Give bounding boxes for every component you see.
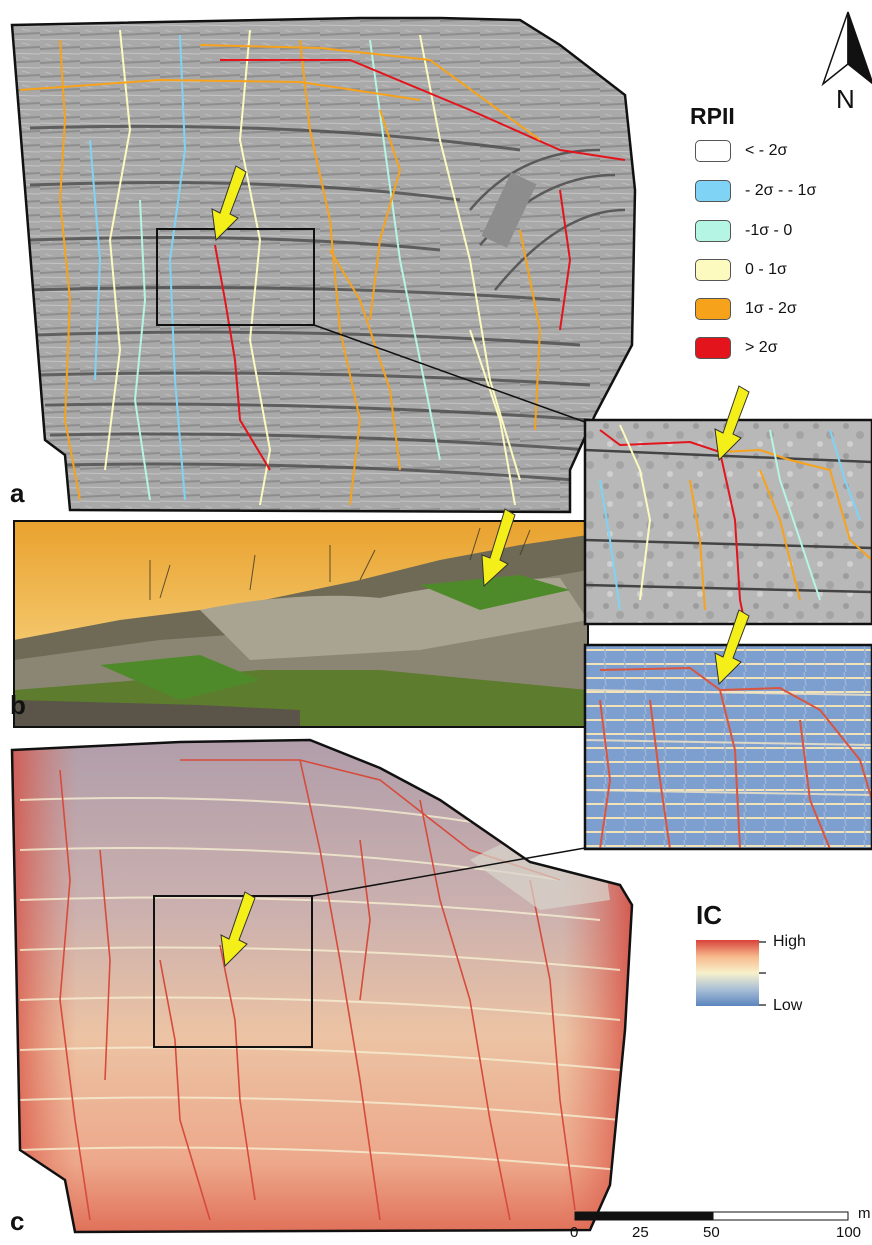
arrow-inset-ic	[714, 609, 750, 686]
scale-bar	[574, 1211, 849, 1221]
rpii-legend-item: 1σ - 2σ	[695, 298, 797, 320]
panel-b-photo	[13, 520, 589, 728]
ic-legend-title: IC	[696, 900, 722, 930]
panel-letter-a: a	[10, 478, 25, 508]
ic-colorbar	[696, 940, 766, 1006]
scale-tick-label: 50	[703, 1224, 720, 1241]
arrow-panel-b	[481, 508, 516, 588]
scale-tick-label: 0	[570, 1224, 579, 1241]
rpii-legend-item: < - 2σ	[695, 140, 787, 162]
rpii-swatch	[695, 337, 731, 359]
rpii-legend-item: > 2σ	[695, 337, 778, 359]
rpii-legend-title: RPII	[690, 103, 735, 129]
rpii-legend-item: - 2σ - - 1σ	[695, 180, 816, 202]
panel-letter-b: b	[10, 690, 26, 720]
rpii-legend-label: 1σ - 2σ	[745, 300, 797, 317]
rpii-swatch	[695, 180, 731, 202]
rpii-legend-label: 0 - 1σ	[745, 261, 787, 278]
panel-letter-c: c	[10, 1206, 25, 1236]
arrow-panel-c	[220, 891, 256, 968]
north-label: N	[836, 84, 855, 114]
rpii-swatch	[695, 140, 731, 162]
ic-high-label: High	[773, 933, 806, 950]
rpii-legend-item: 0 - 1σ	[695, 259, 787, 281]
rpii-legend-label: < - 2σ	[745, 142, 788, 159]
arrow-inset-rpii	[714, 385, 750, 462]
rpii-legend-label: > 2σ	[745, 339, 778, 356]
scale-tick-label: 25	[632, 1224, 649, 1241]
panel-c-ic-map	[10, 738, 634, 1234]
rpii-swatch	[695, 298, 731, 320]
rpii-swatch	[695, 259, 731, 281]
panel-c-zoom-box	[153, 895, 313, 1048]
inset-rpii-zoom	[583, 418, 872, 626]
panel-a-rpii-map	[10, 16, 637, 514]
north-arrow-icon	[821, 11, 872, 87]
rpii-swatch	[695, 220, 731, 242]
panel-a-zoom-box	[156, 228, 315, 326]
arrow-panel-a	[211, 165, 247, 242]
yellow-arrows	[211, 165, 750, 968]
rpii-legend-item: -1σ - 0	[695, 220, 792, 242]
inset-ic-zoom	[583, 643, 872, 851]
panel-c-zoom-leader	[311, 847, 586, 897]
panel-a-zoom-leader	[313, 324, 586, 423]
scale-tick-label: 100	[836, 1224, 862, 1241]
scale-unit-label: m	[858, 1205, 871, 1222]
rpii-legend-label: - 2σ - - 1σ	[745, 182, 817, 199]
ic-low-label: Low	[773, 997, 803, 1014]
rpii-legend-label: -1σ - 0	[745, 222, 793, 239]
